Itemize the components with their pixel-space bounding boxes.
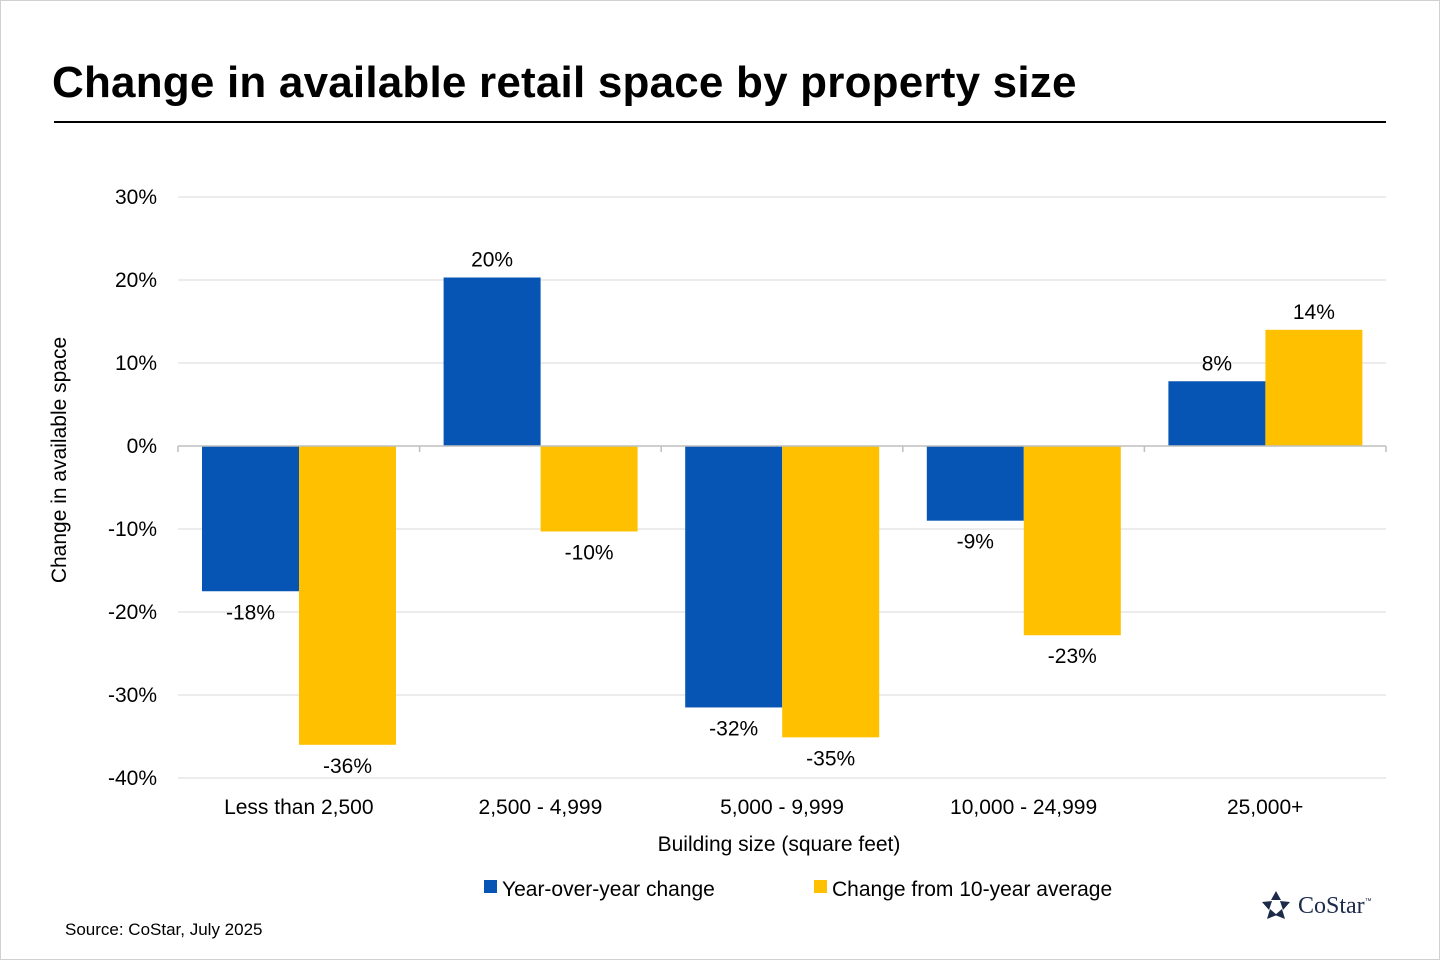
bar [685, 446, 783, 708]
legend-swatch [484, 880, 497, 893]
costar-logo: CoStar ™ [1260, 890, 1372, 922]
data-label: 14% [1293, 301, 1335, 324]
legend-label: Change from 10-year average [832, 878, 1112, 901]
x-axis [177, 445, 1387, 452]
bar [202, 446, 299, 592]
legend-label: Year-over-year change [502, 878, 715, 901]
logo-trademark: ™ [1364, 898, 1372, 905]
logo-text: CoStar [1298, 892, 1365, 919]
chart-title: Change in available retail space by prop… [52, 58, 1077, 107]
bars [202, 277, 1363, 745]
y-tick-label: -40% [108, 767, 157, 790]
x-tick-label: Less than 2,500 [224, 796, 373, 819]
bar [540, 446, 638, 532]
data-label: 20% [471, 249, 513, 272]
data-label: 8% [1202, 352, 1232, 375]
x-tick-label: 25,000+ [1227, 796, 1304, 819]
data-label: -32% [709, 717, 758, 740]
y-axis-label: Change in available space [48, 337, 71, 583]
data-label: -10% [565, 541, 614, 564]
x-axis-label: Building size (square feet) [658, 833, 901, 856]
x-tick-label: 10,000 - 24,999 [950, 796, 1097, 819]
x-tick-label: 5,000 - 9,999 [720, 796, 844, 819]
data-label: -18% [226, 601, 275, 624]
source-note: Source: CoStar, July 2025 [65, 920, 263, 939]
data-label: -9% [957, 531, 994, 554]
title-underline [54, 121, 1386, 123]
bar [443, 277, 541, 446]
data-label: -36% [323, 755, 372, 778]
bar [1265, 329, 1363, 446]
y-tick-label: -30% [108, 684, 157, 707]
y-tick-label: -20% [108, 601, 157, 624]
legend-swatch [814, 880, 827, 893]
costar-star-icon [1262, 891, 1290, 919]
data-label: -35% [806, 747, 855, 770]
bar [1168, 381, 1266, 446]
bar [299, 446, 396, 745]
y-tick-label: 10% [115, 352, 157, 375]
y-tick-label: 30% [115, 186, 157, 209]
x-tick-label: 2,500 - 4,999 [479, 796, 603, 819]
bar [1023, 446, 1121, 636]
y-tick-label: 20% [115, 269, 157, 292]
data-labels: -18% -36% 20% -10% -32% -35% -9% -23% 8% 14% [226, 249, 1335, 778]
data-label: -23% [1048, 645, 1097, 668]
bar [926, 446, 1024, 521]
y-axis-ticks: 30% 20% 10% 0% -10% -20% -30% -40% [108, 186, 157, 790]
y-tick-label: 0% [127, 435, 157, 458]
bar [782, 446, 880, 738]
y-tick-label: -10% [108, 518, 157, 541]
x-axis-ticks: Less than 2,500 2,500 - 4,999 5,000 - 9,99… [224, 796, 1303, 819]
legend: Year-over-year change Change from 10-year… [484, 878, 1112, 901]
